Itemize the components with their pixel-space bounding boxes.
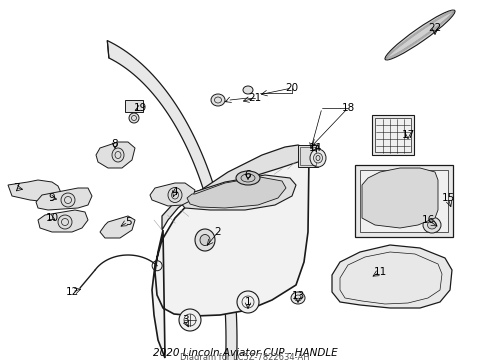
Text: 18: 18 — [342, 103, 355, 113]
Polygon shape — [362, 168, 438, 228]
Text: 6: 6 — [245, 170, 251, 180]
Text: 19: 19 — [133, 103, 147, 113]
Ellipse shape — [112, 148, 124, 162]
Text: 2020 Lincoln Aviator CUP - HANDLE: 2020 Lincoln Aviator CUP - HANDLE — [153, 348, 337, 358]
Ellipse shape — [200, 234, 210, 246]
Text: 12: 12 — [65, 287, 78, 297]
Ellipse shape — [195, 229, 215, 251]
Polygon shape — [38, 210, 88, 232]
Bar — [375, 118, 411, 152]
Polygon shape — [100, 216, 135, 238]
Ellipse shape — [423, 217, 441, 233]
Ellipse shape — [310, 149, 326, 167]
Ellipse shape — [168, 188, 182, 202]
Bar — [125, 100, 143, 112]
Ellipse shape — [61, 193, 75, 207]
Text: 14: 14 — [308, 143, 321, 153]
Text: 20: 20 — [286, 83, 298, 93]
Polygon shape — [162, 145, 309, 230]
Bar — [300, 147, 316, 165]
Ellipse shape — [58, 215, 72, 229]
Text: 21: 21 — [248, 93, 262, 103]
Polygon shape — [152, 147, 309, 358]
Polygon shape — [96, 142, 135, 168]
Text: 4: 4 — [172, 187, 178, 197]
Polygon shape — [36, 188, 92, 210]
Ellipse shape — [236, 171, 260, 185]
Polygon shape — [187, 177, 286, 208]
Text: 22: 22 — [428, 23, 441, 33]
Text: 2: 2 — [215, 227, 221, 237]
Text: 17: 17 — [401, 130, 415, 140]
Ellipse shape — [314, 153, 322, 163]
Polygon shape — [107, 41, 237, 360]
Bar — [372, 115, 414, 155]
Text: 15: 15 — [441, 193, 455, 203]
Ellipse shape — [129, 113, 139, 123]
Ellipse shape — [385, 10, 455, 60]
Polygon shape — [178, 175, 296, 210]
Ellipse shape — [427, 221, 437, 229]
Polygon shape — [332, 245, 452, 308]
Polygon shape — [150, 183, 195, 206]
Circle shape — [179, 309, 201, 331]
Ellipse shape — [211, 94, 225, 106]
Bar — [355, 165, 453, 237]
Bar — [360, 170, 448, 232]
Text: 8: 8 — [112, 139, 118, 149]
Text: 3: 3 — [182, 315, 188, 325]
Ellipse shape — [243, 86, 253, 94]
Text: 16: 16 — [421, 215, 435, 225]
Text: 5: 5 — [124, 217, 131, 227]
Circle shape — [237, 291, 259, 313]
Text: 11: 11 — [373, 267, 387, 277]
Text: 13: 13 — [292, 291, 305, 301]
Polygon shape — [8, 180, 62, 202]
Bar — [298, 145, 318, 167]
Text: 10: 10 — [46, 213, 59, 223]
Text: 7: 7 — [13, 183, 19, 193]
Text: 1: 1 — [245, 297, 251, 307]
Text: 9: 9 — [49, 193, 55, 203]
Ellipse shape — [291, 292, 305, 304]
Text: Diagram for LC5Z-7822634-AH: Diagram for LC5Z-7822634-AH — [180, 354, 310, 360]
